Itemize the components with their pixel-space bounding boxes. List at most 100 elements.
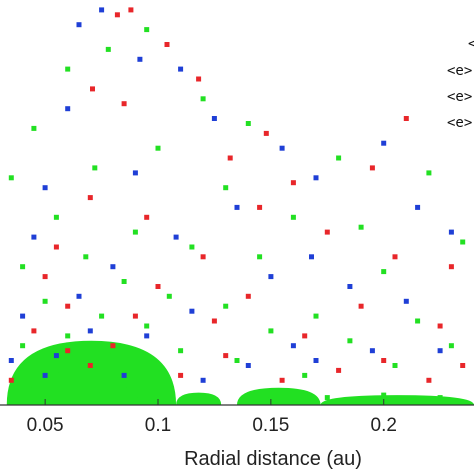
data-point-series3-17 [132, 229, 138, 235]
data-point-series3-32 [347, 338, 353, 344]
data-point-series2-35 [42, 372, 48, 378]
data-point-series3-50 [381, 392, 387, 398]
x-tick-label: 0.1 [145, 415, 171, 436]
data-point-series3-48 [268, 392, 274, 398]
data-point-series1-5 [90, 86, 95, 92]
data-point-series3-14 [358, 224, 364, 230]
legend-entry-4: <e> [447, 115, 472, 131]
x-axis-label: Radial distance (au) [184, 448, 362, 470]
data-point-series3-8 [336, 155, 342, 161]
legend-entry-2: <e> [447, 63, 472, 79]
data-point-series2-34 [313, 358, 319, 363]
data-point-series3-10 [92, 165, 98, 171]
legend-entry-3: <e> [447, 89, 472, 105]
data-point-series1-7 [263, 130, 269, 136]
data-point-series1-29 [381, 358, 387, 363]
data-point-series2-15 [173, 234, 179, 240]
data-point-series3-27 [415, 318, 421, 324]
data-point-series3-11 [8, 175, 14, 181]
x-axis-ticks: 0.05 0.1 0.15 0.2 [27, 399, 397, 436]
data-point-series2-30 [437, 348, 443, 354]
x-tick-label: 0.05 [27, 415, 64, 436]
data-point-series3-23 [121, 279, 127, 284]
data-point-series2-26 [290, 343, 296, 349]
data-point-series2-8 [313, 175, 319, 181]
data-marks [6, 7, 474, 405]
data-point-series1-31 [8, 377, 14, 383]
data-point-series3-43 [302, 372, 308, 378]
data-point-series1-3 [164, 42, 170, 47]
data-point-series2-16 [309, 254, 314, 260]
data-point-series2-10 [132, 170, 138, 176]
data-point-series1-10 [369, 165, 375, 171]
data-point-series3-18 [189, 244, 195, 250]
data-point-series3-31 [268, 328, 274, 334]
data-point-series3-53 [8, 392, 14, 398]
data-point-series3-3 [65, 66, 71, 72]
data-point-series2-5 [65, 106, 71, 112]
legend: < <e> <e> <e> [447, 36, 474, 131]
data-point-series3-33 [448, 343, 454, 349]
data-point-series3-34 [20, 343, 26, 349]
data-point-series3-51 [437, 395, 443, 401]
data-point-series2-2 [76, 22, 82, 28]
data-point-series1-37 [42, 274, 48, 280]
data-point-series1-15 [324, 229, 330, 235]
data-point-series2-29 [245, 363, 251, 368]
data-point-series1-8 [227, 155, 233, 161]
data-point-series3-13 [290, 214, 296, 220]
data-point-series3-1 [144, 27, 150, 33]
data-point-series1-2 [128, 7, 134, 13]
data-point-series3-45 [99, 387, 105, 393]
data-point-series3-44 [31, 382, 37, 388]
data-point-series3-5 [245, 121, 251, 126]
data-point-series3-35 [65, 333, 71, 339]
data-point-series3-49 [324, 395, 330, 401]
plot-area-background [0, 0, 474, 405]
data-point-series1-36 [87, 363, 93, 368]
data-point-series3-37 [178, 348, 184, 354]
data-point-series1-17 [392, 254, 398, 260]
data-point-series2-6 [211, 116, 217, 121]
data-point-series1-40 [65, 348, 71, 354]
data-point-series3-38 [234, 358, 240, 363]
data-point-series2-13 [415, 204, 421, 210]
data-point-series3-22 [83, 254, 89, 260]
dense-cluster-band-2 [176, 392, 222, 405]
legend-entry-1: < [468, 36, 474, 52]
dense-cluster-band-4 [320, 395, 474, 405]
data-point-series1-28 [223, 353, 229, 359]
data-point-series2-3 [137, 56, 143, 62]
data-point-series3-4 [200, 96, 206, 102]
data-point-series1-18 [448, 264, 454, 270]
data-point-series1-9 [403, 116, 409, 121]
data-point-series1-11 [290, 180, 296, 186]
dense-cluster-band-1 [6, 340, 177, 405]
data-point-series1-12 [87, 195, 93, 201]
data-point-series2-18 [110, 264, 116, 270]
data-point-series3-36 [110, 353, 116, 359]
data-point-series2-21 [403, 298, 409, 304]
dense-cluster-band-3 [237, 387, 321, 405]
data-point-series3-12 [223, 185, 229, 191]
data-point-series3-16 [53, 214, 59, 220]
data-point-series1-20 [155, 284, 161, 289]
data-point-series3-9 [426, 170, 432, 176]
data-point-series1-35 [426, 377, 432, 383]
data-point-series2-7 [279, 145, 285, 151]
data-point-series1-14 [257, 204, 263, 210]
data-point-series2-19 [268, 274, 274, 280]
data-point-series1-1 [114, 12, 120, 18]
data-point-series3-29 [99, 313, 105, 319]
data-point-series3-25 [223, 303, 229, 309]
data-point-series1-13 [144, 214, 150, 220]
data-point-series2-14 [448, 229, 454, 235]
data-point-series2-27 [369, 348, 375, 354]
data-point-series1-4 [196, 76, 202, 82]
data-point-series3-20 [381, 269, 387, 275]
data-point-series1-6 [121, 101, 127, 107]
data-point-series2-1 [99, 7, 105, 13]
x-tick-label: 0.15 [252, 415, 289, 436]
data-point-series2-23 [189, 308, 195, 314]
